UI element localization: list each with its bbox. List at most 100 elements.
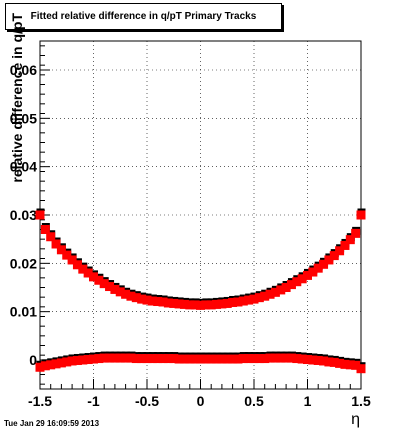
data-point	[244, 295, 254, 305]
data-point	[340, 359, 350, 369]
data-point	[89, 354, 98, 364]
data-point	[351, 360, 361, 370]
data-point	[281, 283, 291, 292]
data-point	[265, 289, 275, 299]
data-point	[238, 354, 248, 364]
data-point	[121, 353, 131, 363]
data-point	[179, 299, 189, 309]
data-point	[303, 270, 312, 280]
data-point	[319, 356, 329, 366]
data-point	[324, 255, 334, 265]
data-point	[185, 300, 195, 310]
data-point	[147, 354, 157, 364]
data-point	[174, 299, 184, 309]
data-point	[147, 296, 157, 306]
data-point	[72, 260, 82, 270]
x-tick-label: 1	[304, 393, 312, 409]
data-point	[153, 354, 163, 364]
chart-title: Fitted relative difference in q/pT Prima…	[30, 11, 257, 22]
data-point	[169, 298, 179, 308]
data-point	[46, 232, 56, 242]
data-point	[281, 353, 291, 363]
data-point	[89, 272, 98, 282]
x-tick-label: 0	[197, 393, 205, 409]
x-tick-label: -1.5	[28, 393, 52, 409]
y-tick-label: 0.05	[10, 110, 37, 126]
data-point	[276, 353, 286, 363]
data-point	[131, 293, 141, 303]
data-point	[153, 297, 163, 307]
data-point	[142, 354, 152, 364]
data-point	[142, 295, 152, 305]
data-point	[313, 355, 323, 365]
data-point	[249, 294, 259, 304]
y-tick-label: 0.04	[10, 159, 37, 175]
data-point	[158, 297, 168, 307]
data-point	[83, 355, 93, 365]
data-point	[163, 298, 173, 308]
data-point	[67, 255, 77, 265]
data-point	[303, 355, 312, 365]
axis-ticks	[39, 45, 362, 389]
data-point	[196, 354, 205, 364]
data-point	[40, 225, 50, 234]
data-point	[94, 354, 104, 364]
data-point	[222, 354, 232, 364]
data-point	[35, 210, 45, 220]
tick-labels: -1.5 -1 -0.5 0 0.5 1 1.5 0 0.01 0.02 0.03 0.04 0.05 0…	[10, 62, 371, 409]
title-box: Fitted relative difference in q/pT Prima…	[5, 3, 282, 30]
data-point	[319, 259, 329, 269]
data-point	[94, 275, 104, 285]
data-point	[40, 361, 50, 371]
data-point	[265, 353, 275, 363]
x-tick-label: -1	[87, 393, 100, 409]
data-point	[137, 294, 147, 304]
x-tick-label: 0.5	[244, 393, 264, 409]
data-point	[110, 284, 120, 294]
data-point	[78, 264, 88, 274]
data-point	[72, 355, 82, 365]
data-point	[126, 291, 136, 301]
y-axis-label: relative difference in q/pT	[9, 13, 25, 183]
y-tick-label: 0.02	[10, 255, 37, 271]
data-point	[163, 354, 173, 364]
data-point	[83, 268, 93, 278]
data-point	[297, 354, 307, 364]
data-point	[56, 245, 66, 255]
data-point	[260, 354, 270, 364]
data-point	[292, 354, 302, 364]
data-point	[105, 282, 115, 292]
data-point	[196, 300, 205, 310]
timestamp: Tue Jan 29 16:09:59 2013	[4, 419, 100, 428]
data-point	[99, 279, 109, 289]
data-point	[313, 263, 323, 273]
data-markers	[35, 208, 366, 374]
data-point	[335, 246, 345, 256]
data-point	[260, 291, 270, 301]
data-point	[51, 239, 61, 249]
data-point	[190, 300, 200, 310]
data-point	[238, 296, 248, 306]
data-point	[270, 353, 280, 363]
data-point	[169, 354, 179, 364]
data-point	[276, 285, 286, 295]
data-point	[212, 354, 222, 364]
data-point	[222, 298, 232, 308]
data-point	[217, 299, 227, 309]
data-point	[335, 358, 345, 368]
data-point	[35, 362, 45, 372]
data-point	[46, 360, 56, 370]
data-point	[126, 353, 136, 363]
data-point	[201, 354, 211, 364]
x-axis-label: η	[351, 411, 360, 428]
data-point	[56, 358, 66, 368]
data-point	[185, 354, 195, 364]
y-tick-label: 0	[29, 352, 37, 368]
x-tick-label: 1.5	[351, 393, 371, 409]
data-point	[158, 354, 168, 364]
data-point	[345, 235, 355, 245]
data-point	[297, 274, 307, 284]
data-point	[233, 297, 243, 307]
data-point	[249, 354, 259, 364]
